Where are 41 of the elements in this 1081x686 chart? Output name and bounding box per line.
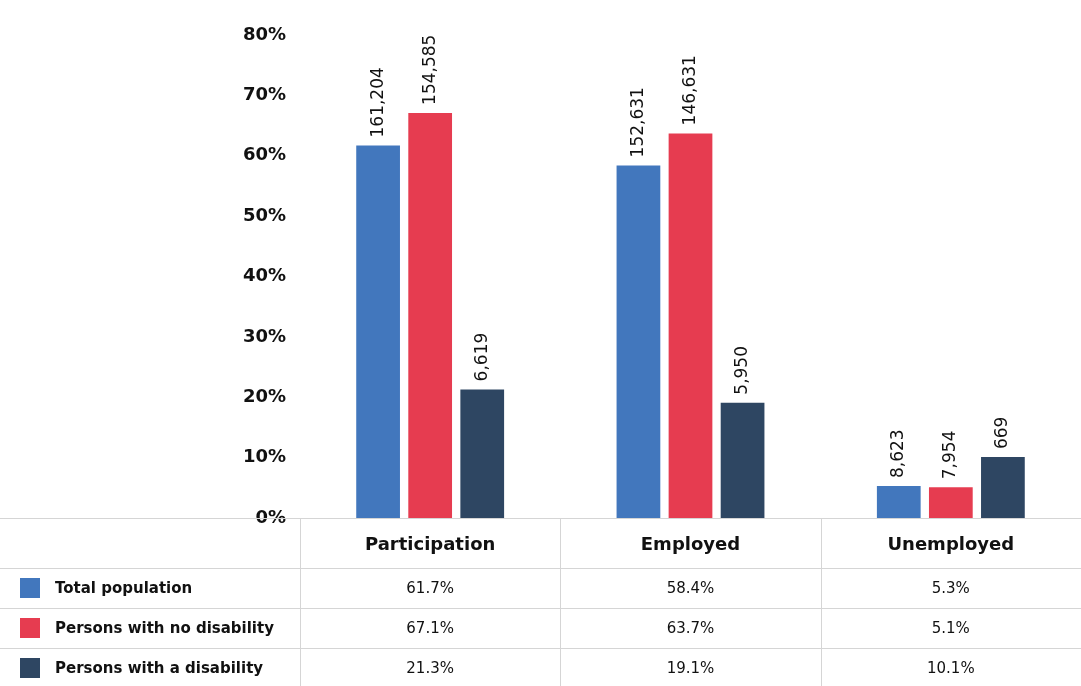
data-label: 5.1% — [930, 618, 971, 639]
legend-label: Persons with no disability — [54, 618, 275, 639]
x-tick-label: Employed — [639, 531, 742, 556]
annotation: 154,585 — [418, 34, 439, 105]
bar — [928, 487, 973, 518]
y-tick-label: 70% — [242, 83, 286, 105]
bar — [356, 145, 400, 518]
bar — [876, 486, 921, 518]
x-tick-label: Participation — [364, 531, 497, 556]
y-tick-label: 40% — [242, 264, 286, 286]
data-label: 61.7% — [405, 578, 455, 599]
annotation: 6,619 — [470, 332, 491, 382]
bar — [668, 133, 713, 518]
legend-label: Persons with a disability — [54, 658, 265, 679]
y-tick-label: 80% — [242, 22, 286, 44]
annotation: 146,631 — [678, 55, 699, 126]
annotation: 7,954 — [939, 430, 960, 480]
annotation: 5,950 — [730, 346, 751, 395]
annotation: 161,204 — [366, 67, 387, 138]
bar — [460, 389, 505, 518]
bar — [981, 457, 1025, 518]
annotation: 669 — [991, 416, 1012, 450]
data-label: 67.1% — [405, 618, 455, 639]
data-label: 21.3% — [405, 658, 455, 679]
x-tick-label: Unemployed — [886, 531, 1016, 556]
data-label: 5.3% — [930, 578, 971, 599]
data-label: 58.4% — [665, 578, 716, 599]
y-tick-label: 60% — [242, 143, 286, 165]
annotation: 152,631 — [626, 87, 647, 158]
y-tick-label: 50% — [242, 203, 286, 225]
annotation: 8,623 — [887, 429, 908, 478]
y-tick-label: 30% — [242, 324, 286, 346]
y-tick-label: 20% — [242, 384, 286, 406]
bar — [720, 402, 765, 518]
data-label: 19.1% — [665, 658, 716, 679]
bar — [408, 112, 453, 518]
legend-label: Total population — [54, 578, 194, 599]
data-label: 63.7% — [665, 618, 716, 639]
data-label: 10.1% — [926, 658, 976, 679]
y-tick-label: 10% — [242, 445, 286, 467]
bar — [616, 165, 661, 518]
